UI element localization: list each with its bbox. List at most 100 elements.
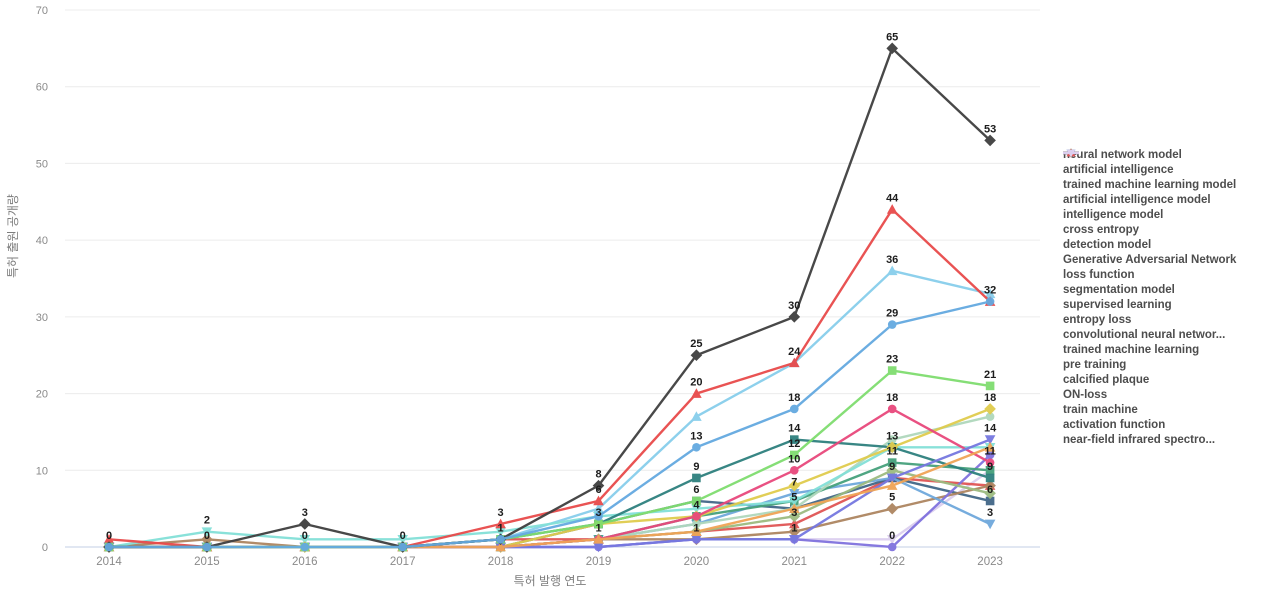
value-label: 25 (690, 338, 702, 350)
x-tick-label: 2019 (586, 556, 612, 568)
x-tick-label: 2017 (390, 556, 416, 568)
value-label: 36 (886, 254, 898, 266)
legend-item-14[interactable]: pre training (1063, 149, 1236, 373)
y-tick-label: 0 (42, 542, 48, 554)
value-label: 65 (886, 31, 898, 43)
legend-label: loss function (1063, 269, 1135, 281)
value-label: 18 (984, 392, 996, 404)
value-label: 18 (788, 392, 800, 404)
y-tick-label: 40 (36, 235, 48, 247)
legend-label: neural network model (1063, 149, 1182, 161)
value-label: 1 (791, 522, 797, 534)
value-label: 3 (595, 507, 601, 519)
legend-label: trained machine learning model (1063, 179, 1237, 191)
legend-item-13[interactable]: trained machine learning (1063, 148, 1236, 358)
legend-item-12[interactable]: convolutional neural networ... (1063, 149, 1236, 343)
x-tick-label: 2014 (96, 556, 122, 568)
legend-label: train machine (1063, 404, 1138, 416)
series-neural-network-model (104, 297, 995, 552)
x-tick-label: 2015 (194, 556, 220, 568)
value-label: 3 (791, 507, 797, 519)
legend-label: cross entropy (1063, 224, 1140, 236)
legend-item-0[interactable]: neural network model (1063, 148, 1236, 163)
value-label: 0 (106, 530, 112, 542)
value-label: 21 (984, 369, 996, 381)
value-label: 8 (595, 469, 601, 481)
y-tick-label: 10 (36, 465, 48, 477)
value-label: 14 (788, 423, 801, 435)
x-tick-label: 2021 (782, 556, 808, 568)
x-axis-title: 특허 발행 연도 (513, 574, 587, 588)
legend-item-8[interactable]: loss function (1063, 148, 1236, 283)
y-tick-label: 20 (36, 389, 48, 401)
legend-item-10[interactable]: supervised learning (1063, 149, 1236, 313)
legend-item-2[interactable]: trained machine learning model (1063, 149, 1237, 193)
value-label: 6 (987, 484, 993, 496)
series-detection-model (103, 403, 996, 553)
value-label: 53 (984, 123, 996, 135)
x-tick-label: 2016 (292, 556, 318, 568)
legend-label: segmentation model (1063, 284, 1175, 296)
x-tick-label: 2023 (977, 556, 1003, 568)
value-label: 9 (693, 461, 699, 473)
value-label: 0 (400, 530, 406, 542)
value-label: 12 (788, 438, 800, 450)
value-label: 1 (595, 522, 601, 534)
value-label: 32 (984, 285, 996, 297)
value-label: 18 (886, 392, 898, 404)
legend-label: trained machine learning (1063, 344, 1200, 356)
legend-item-16[interactable]: ON-loss (1063, 148, 1236, 403)
series-convolutional-neural-networ- (104, 458, 995, 552)
value-label: 6 (595, 484, 601, 496)
value-label: 13 (886, 430, 898, 442)
legend-item-9[interactable]: segmentation model (1063, 149, 1236, 298)
x-tick-label: 2018 (488, 556, 514, 568)
value-label: 29 (886, 308, 898, 320)
legend-item-4[interactable]: intelligence model (1063, 149, 1236, 223)
value-label: 14 (984, 423, 997, 435)
value-label: 7 (791, 476, 797, 488)
value-label: 9 (987, 461, 993, 473)
value-label: 0 (889, 530, 895, 542)
legend-label: near-field infrared spectro... (1063, 434, 1216, 446)
legend-item-6[interactable]: detection model (1063, 148, 1236, 253)
legend-item-18[interactable]: activation function (1063, 148, 1236, 433)
series-loss-function (103, 204, 996, 552)
y-tick-label: 30 (36, 312, 48, 324)
legend-marker-icon (1063, 149, 1079, 158)
legend-item-7[interactable]: Generative Adversarial Network (1063, 149, 1237, 268)
value-label: 11 (886, 446, 898, 458)
value-label: 3 (987, 507, 993, 519)
legend-label: pre training (1063, 359, 1127, 371)
legend-item-11[interactable]: entropy loss (1063, 148, 1236, 328)
value-label: 23 (886, 354, 898, 366)
value-label: 2 (204, 515, 210, 527)
value-label: 5 (791, 492, 797, 504)
legend-item-3[interactable]: artificial intelligence model (1063, 148, 1236, 208)
legend-item-17[interactable]: train machine (1063, 149, 1236, 418)
legend-item-19[interactable]: near-field infrared spectro... (1063, 149, 1236, 448)
legend-label: convolutional neural networ... (1063, 329, 1226, 341)
value-label: 0 (302, 530, 308, 542)
legend-label: calcified plaque (1063, 374, 1150, 386)
legend-item-15[interactable]: calcified plaque (1063, 149, 1236, 388)
y-axis-title: 특허 출원 공개량 (6, 194, 20, 278)
value-label: 3 (302, 507, 308, 519)
series-cross-entropy (104, 404, 995, 552)
legend-label: artificial intelligence model (1063, 194, 1211, 206)
legend-label: ON-loss (1063, 389, 1108, 401)
legend-label: activation function (1063, 419, 1166, 431)
value-label: 6 (693, 484, 699, 496)
value-label: 1 (693, 522, 699, 534)
legend-label: entropy loss (1063, 314, 1132, 326)
value-label: 0 (204, 530, 210, 542)
series-trained-machine-learning (103, 265, 996, 552)
value-label: 11 (984, 446, 996, 458)
legend-label: Generative Adversarial Network (1063, 254, 1237, 266)
legend-item-1[interactable]: artificial intelligence (1063, 148, 1236, 178)
value-label: 13 (690, 430, 702, 442)
value-label: 1 (498, 522, 504, 534)
legend-item-5[interactable]: cross entropy (1063, 149, 1236, 238)
